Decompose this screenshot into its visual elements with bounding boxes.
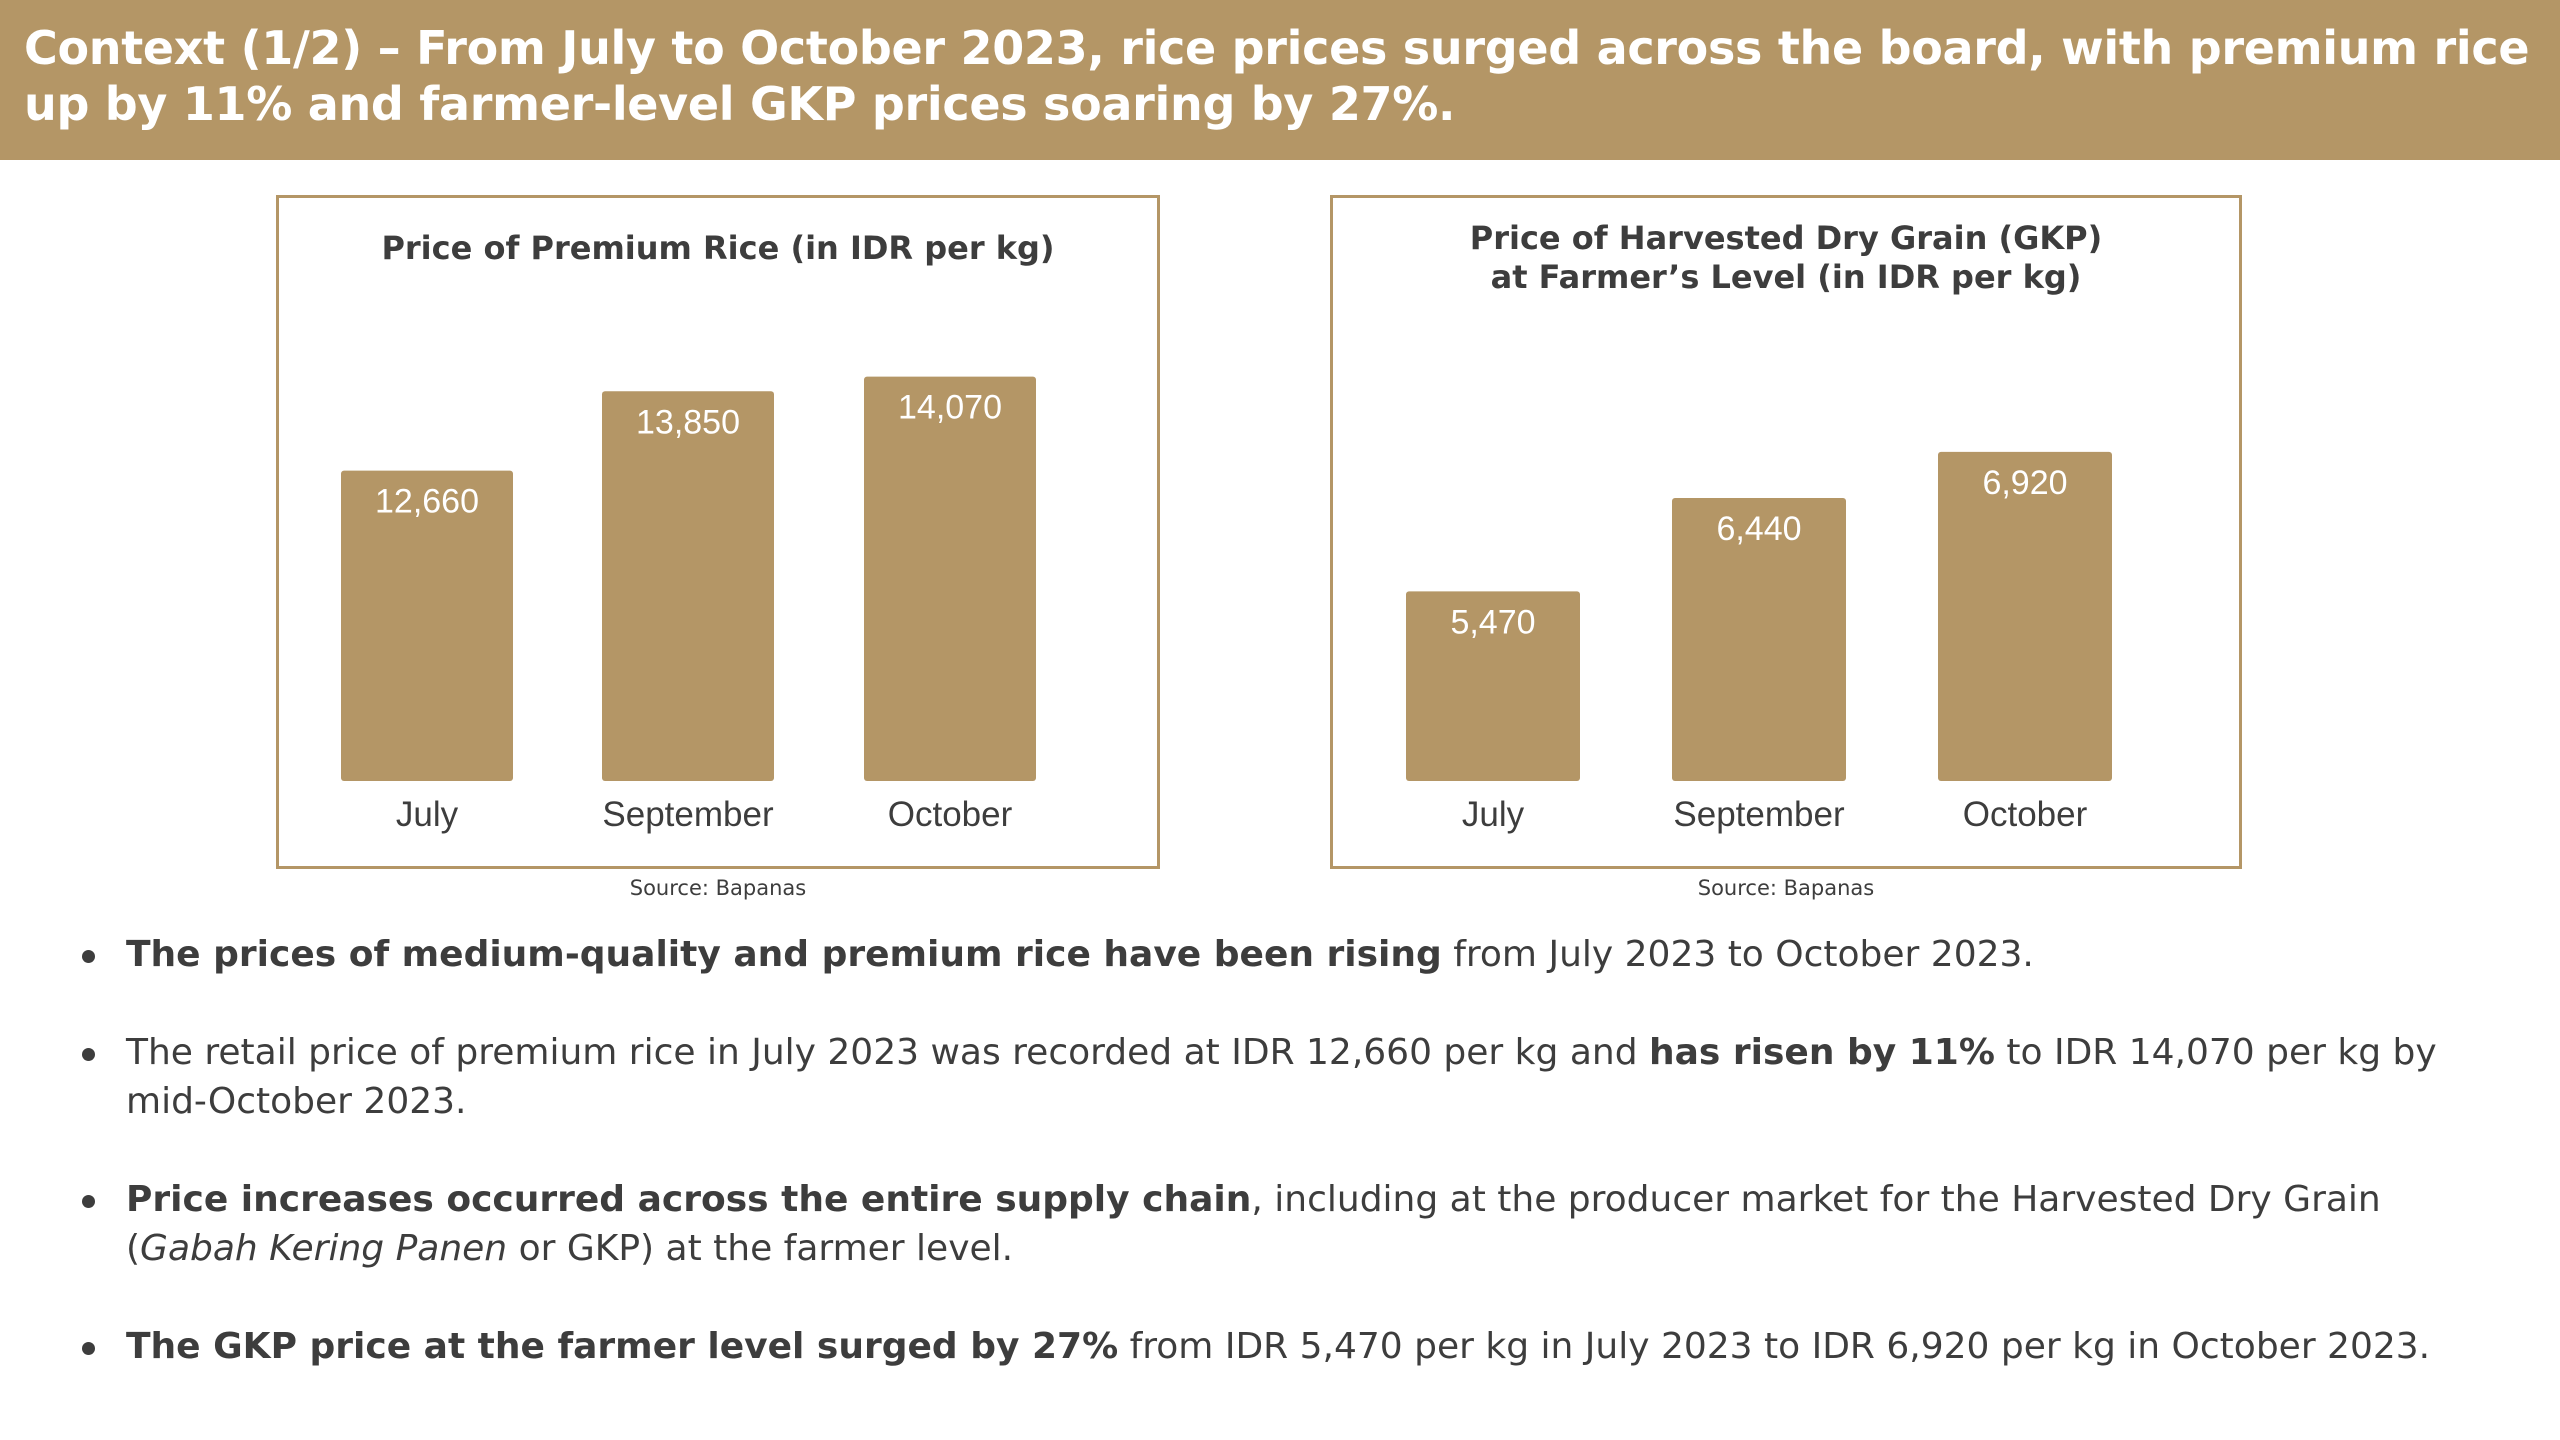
bullet-1-text-2: from July 2023 to October 2023.	[1441, 934, 2034, 975]
bullet-3-text-3: Gabah Kering Panen	[140, 1228, 508, 1269]
gkp-chart: 5,470 July 6,440 September 6,920 October	[1406, 451, 2112, 834]
premium-rice-bar-october	[864, 376, 1036, 781]
premium-rice-chart: 12,660 July 13,850 September 14,070 October	[341, 376, 1036, 834]
gkp-chart-panel: Price of Harvested Dry Grain (GKP) at Fa…	[1330, 195, 2242, 869]
gkp-chart-title-line-1: Price of Harvested Dry Grain (GKP)	[1469, 219, 2103, 257]
gkp-chart-title-line-2: at Farmer’s Level (in IDR per kg)	[1490, 258, 2082, 296]
premium-rice-value-label-september: 13,850	[636, 403, 740, 441]
premium-rice-bar-september	[602, 391, 774, 781]
bullet-2-text-3: to IDR 14,070 per kg by mid-October 2023…	[126, 1032, 2437, 1122]
slide-header: Context (1/2) – From July to October 202…	[0, 0, 2560, 160]
bullet-item-3: Price increases occurred across the enti…	[80, 1175, 2480, 1273]
bullet-item-1: The prices of medium-quality and premium…	[80, 930, 2480, 979]
bullet-4-text-1: The GKP price at the farmer level surged…	[126, 1326, 1119, 1367]
bullet-3-text-1: Price increases occurred across the enti…	[126, 1179, 1252, 1220]
gkp-bar-october	[1938, 451, 2112, 781]
gkp-source: Source: Bapanas	[1697, 876, 1875, 900]
bullet-list: The prices of medium-quality and premium…	[80, 930, 2480, 1420]
bullet-2-text-1: The retail price of premium rice in July…	[126, 1032, 1649, 1073]
gkp-bar-september	[1672, 498, 1846, 781]
premium-rice-category-label-october: October	[888, 795, 1013, 834]
bullet-3-text-4: or GKP) at the farmer level.	[507, 1228, 1014, 1269]
bullet-3-text-2: , including at the producer market for t…	[126, 1179, 2381, 1269]
gkp-category-label-september: September	[1673, 795, 1845, 834]
gkp-value-label-october: 6,920	[1982, 464, 2067, 502]
gkp-category-label-july: July	[1462, 795, 1525, 834]
bullet-4-text-2: from IDR 5,470 per kg in July 2023 to ID…	[1118, 1326, 2431, 1367]
bullet-2-text-2: has risen by 11%	[1649, 1032, 1995, 1073]
gkp-value-label-july: 5,470	[1450, 603, 1535, 641]
gkp-bar-july	[1406, 591, 1580, 781]
bullet-item-2: The retail price of premium rice in July…	[80, 1028, 2480, 1126]
gkp-value-label-september: 6,440	[1716, 510, 1801, 548]
premium-rice-source: Source: Bapanas	[629, 876, 807, 900]
premium-rice-value-label-july: 12,660	[375, 483, 479, 521]
bullet-item-4: The GKP price at the farmer level surged…	[80, 1322, 2480, 1371]
slide-title: Context (1/2) – From July to October 202…	[24, 21, 2530, 131]
premium-rice-value-label-october: 14,070	[898, 389, 1002, 427]
premium-rice-category-label-july: July	[396, 795, 459, 834]
premium-rice-chart-title: Price of Premium Rice (in IDR per kg)	[381, 229, 1055, 267]
gkp-category-label-october: October	[1963, 795, 2088, 834]
premium-rice-category-label-september: September	[602, 795, 774, 834]
premium-rice-chart-panel: Price of Premium Rice (in IDR per kg) 12…	[276, 195, 1160, 869]
bullet-1-text-1: The prices of medium-quality and premium…	[126, 934, 1442, 975]
premium-rice-bar-july	[341, 470, 513, 781]
